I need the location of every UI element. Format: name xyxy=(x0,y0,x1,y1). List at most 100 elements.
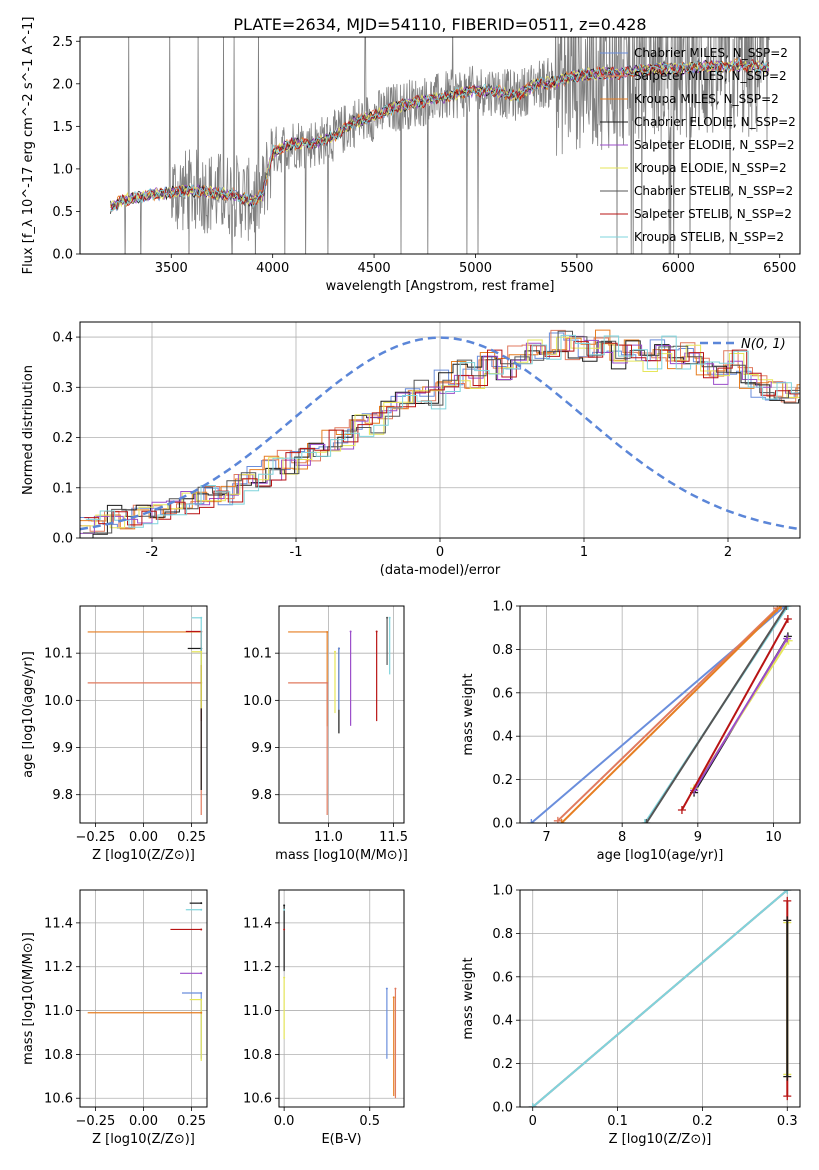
weight-series-line xyxy=(560,606,782,823)
x-tick-label: 10 xyxy=(765,830,782,845)
data-point xyxy=(326,630,329,633)
data-point xyxy=(388,616,391,619)
x-tick-label: 0.5 xyxy=(359,1114,380,1129)
weight-series-line xyxy=(532,890,788,1107)
y-tick-label: 10.6 xyxy=(44,1092,73,1107)
data-point xyxy=(200,902,203,905)
x-axis-label: age [log10(age/yr)] xyxy=(597,848,724,863)
y-tick-label: 0.0 xyxy=(492,817,513,832)
x-tick-label: 0.2 xyxy=(692,1114,713,1129)
legend-label: Chabrier ELODIE, N_SSP=2 xyxy=(634,115,796,129)
axes-frame xyxy=(278,889,405,1108)
x-tick-label: 4000 xyxy=(256,261,289,276)
y-tick-label: 9.9 xyxy=(52,741,73,756)
x-tick-label: −0.25 xyxy=(75,830,115,845)
residual-histogram xyxy=(80,329,800,530)
errorbar-plot xyxy=(87,902,203,1061)
data-point xyxy=(385,987,388,990)
y-tick-label: 0.3 xyxy=(52,381,73,396)
residual-plot xyxy=(80,329,800,538)
y-tick-label: 0.6 xyxy=(492,970,513,985)
x-tick-label: 0.25 xyxy=(177,830,206,845)
residual-histogram xyxy=(84,341,800,526)
x-tick-label: 0.3 xyxy=(777,1114,798,1129)
axes-frame xyxy=(79,605,208,824)
data-point xyxy=(392,996,395,999)
data-point xyxy=(200,928,203,931)
y-tick-label: 0.6 xyxy=(492,686,513,701)
y-tick-label: 11.0 xyxy=(243,1004,272,1019)
weight-point-marker xyxy=(783,916,792,925)
errorbar-plot xyxy=(288,616,391,815)
residual-histogram xyxy=(80,335,800,534)
x-tick-label: -2 xyxy=(146,545,159,560)
weight-point-marker xyxy=(783,615,792,624)
x-tick-label: -1 xyxy=(290,545,303,560)
y-axis-label: age [log10(age/yr)] xyxy=(21,651,36,778)
weight-point-marker xyxy=(783,890,792,894)
legend-label: Salpeter ELODIE, N_SSP=2 xyxy=(634,138,795,152)
x-tick-label: 0.00 xyxy=(129,830,158,845)
axes-frame xyxy=(79,36,801,255)
axes-frame xyxy=(79,889,208,1108)
weight-series-line xyxy=(681,618,789,811)
x-tick-label: 5000 xyxy=(459,261,492,276)
x-axis-label: (data-model)/error xyxy=(380,563,501,578)
data-point xyxy=(375,630,378,633)
weight-point-marker xyxy=(527,819,536,823)
x-axis-label: mass [log10(M/M⊙)] xyxy=(275,848,408,863)
axes-frame xyxy=(519,605,801,824)
data-point xyxy=(326,681,329,684)
x-axis-label: E(B-V) xyxy=(321,1132,361,1147)
residual-histogram xyxy=(85,334,800,528)
normal-curve xyxy=(80,336,800,531)
x-tick-label: 0.00 xyxy=(129,1114,158,1129)
legend-label: N(0, 1) xyxy=(741,337,786,352)
weight-point-marker xyxy=(642,819,651,823)
x-tick-label: 5500 xyxy=(560,261,593,276)
data-point xyxy=(349,630,352,633)
weight-point-marker xyxy=(782,606,791,610)
y-tick-label: 9.9 xyxy=(251,741,272,756)
figure-title: PLATE=2634, MJD=54110, FIBERID=0511, z=0… xyxy=(233,15,646,34)
y-tick-label: 0.4 xyxy=(52,331,73,346)
weight-point-marker xyxy=(553,816,562,823)
residual-histogram xyxy=(80,332,800,529)
x-tick-label: 9 xyxy=(694,830,702,845)
x-tick-label: 6000 xyxy=(662,261,695,276)
y-axis-label: mass [log10(M/M⊙)] xyxy=(21,932,36,1065)
plot-layer: 3500 4000 4500 5000 5500 6000 6500 0.0 0.5 1.0 1.5… xyxy=(21,17,801,1147)
x-tick-label: 8 xyxy=(618,830,626,845)
model-spectrum-line xyxy=(110,59,770,214)
x-tick-label: 0.1 xyxy=(607,1114,628,1129)
weight-series-line xyxy=(557,607,778,822)
weight-point-marker xyxy=(677,805,686,814)
weight-plot xyxy=(528,890,792,1107)
residual-histogram xyxy=(81,336,800,529)
data-point xyxy=(200,1011,203,1014)
legend-label: Salpeter MILES, N_SSP=2 xyxy=(634,69,787,83)
x-tick-label: 4500 xyxy=(358,261,391,276)
errorbar-plot xyxy=(87,616,203,815)
x-axis-label: Z [log10(Z/Z⊙)] xyxy=(92,848,195,863)
y-tick-label: 10.8 xyxy=(44,1048,73,1063)
y-tick-label: 0.0 xyxy=(492,1101,513,1116)
data-point xyxy=(283,908,286,911)
y-tick-label: 0.2 xyxy=(492,1057,513,1072)
legend-label: Salpeter STELIB, N_SSP=2 xyxy=(634,207,792,221)
y-axis-label: mass weight xyxy=(461,957,476,1039)
y-tick-label: 2.5 xyxy=(52,35,73,50)
weight-point-marker xyxy=(777,606,786,610)
data-point xyxy=(394,987,397,990)
residual-histogram xyxy=(80,329,800,532)
data-point xyxy=(283,904,286,907)
y-tick-label: 10.0 xyxy=(243,694,272,709)
weight-point-marker xyxy=(557,819,566,823)
y-tick-label: 10.8 xyxy=(243,1048,272,1063)
data-point xyxy=(200,650,203,653)
y-tick-label: 9.8 xyxy=(52,788,73,803)
weight-point-marker xyxy=(783,1092,792,1101)
y-tick-label: 11.0 xyxy=(44,1004,73,1019)
data-point xyxy=(337,647,340,650)
y-tick-label: 0.0 xyxy=(52,248,73,263)
